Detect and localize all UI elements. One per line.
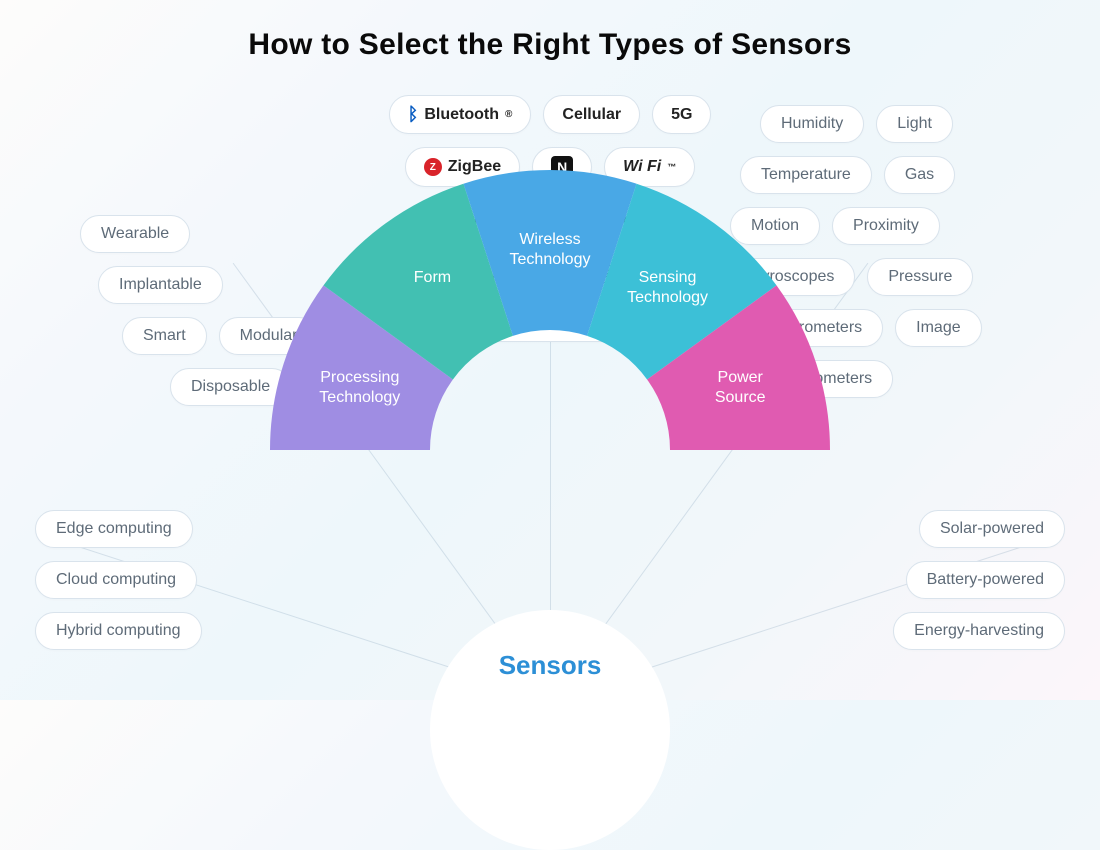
logo-cellular: Cellular <box>543 95 640 134</box>
hub-inner-circle: Sensors <box>430 610 670 850</box>
pill-form-1: Implantable <box>98 266 223 304</box>
segment-label-sensing: SensingTechnology <box>598 268 738 308</box>
pill-sensing-4-1: Image <box>895 309 981 347</box>
sensor-hub: ProcessingTechnology FormWirelessTechnolo… <box>270 170 830 730</box>
pill-sensing-0-1: Light <box>876 105 953 143</box>
pill-power-0: Solar-powered <box>919 510 1065 548</box>
page-title: How to Select the Right Types of Sensors <box>0 28 1100 62</box>
hub-label: Sensors <box>499 650 602 681</box>
pill-power-1: Battery-powered <box>906 561 1065 599</box>
segment-label-wireless: WirelessTechnology <box>480 230 620 270</box>
pill-power-2: Energy-harvesting <box>893 612 1065 650</box>
group-processing: Edge computing Cloud computing Hybrid co… <box>35 510 202 663</box>
segment-label-form: Form <box>362 268 502 288</box>
pill-processing-0: Edge computing <box>35 510 193 548</box>
logo-bluetooth: ᛒBluetooth® <box>389 95 532 134</box>
pill-sensing-2-1: Proximity <box>832 207 940 245</box>
segment-label-power: PowerSource <box>670 368 810 408</box>
pill-form-0: Wearable <box>80 215 190 253</box>
pill-processing-1: Cloud computing <box>35 561 197 599</box>
pill-form-2: Smart <box>122 317 207 355</box>
pill-sensing-1-1: Gas <box>884 156 955 194</box>
pill-processing-2: Hybrid computing <box>35 612 202 650</box>
segment-label-processing: ProcessingTechnology <box>290 368 430 408</box>
logo-5g: 5G <box>652 95 711 134</box>
pill-sensing-3-1: Pressure <box>867 258 973 296</box>
group-power: Solar-powered Battery-powered Energy-har… <box>893 510 1065 663</box>
